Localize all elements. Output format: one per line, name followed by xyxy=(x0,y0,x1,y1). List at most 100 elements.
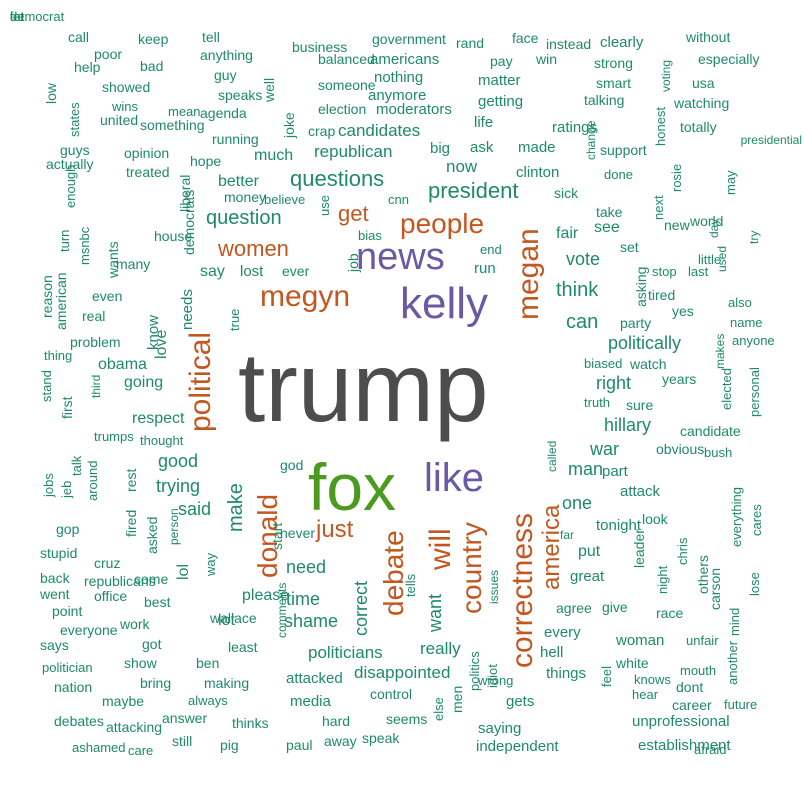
word-questions: questions xyxy=(290,166,385,191)
word-unprofessional: unprofessional xyxy=(632,713,730,730)
word-bias: bias xyxy=(358,228,382,243)
word-can: can xyxy=(566,311,599,333)
word-republican: republican xyxy=(314,142,393,161)
word-will: will xyxy=(424,528,457,570)
word-lot: lot xyxy=(218,612,235,629)
word-bush: bush xyxy=(704,445,733,460)
word-far: far xyxy=(560,528,575,542)
word-honest: honest xyxy=(653,106,668,146)
word-next: next xyxy=(651,195,666,220)
word-enough: enough xyxy=(63,164,78,208)
word-agenda: agenda xyxy=(200,105,247,121)
word-put: put xyxy=(578,543,601,560)
word-usa: usa xyxy=(692,75,715,91)
word-face: face xyxy=(512,30,539,46)
word-attack: attack xyxy=(620,483,661,500)
word-wallace: wallace xyxy=(210,610,257,626)
word-feel: feel xyxy=(599,666,614,687)
word-always: always xyxy=(188,693,228,708)
word-also: also xyxy=(728,295,752,310)
word-get: get xyxy=(338,201,369,226)
word-stand: stand xyxy=(39,370,54,402)
word-talking: talking xyxy=(584,92,625,108)
word-men: men xyxy=(449,685,465,713)
word-personal: personal xyxy=(747,367,762,417)
word-hell: hell xyxy=(540,644,564,661)
word-look: look xyxy=(642,511,668,527)
word-making: making xyxy=(204,675,250,691)
word-country: country xyxy=(456,522,487,614)
word-win: win xyxy=(536,51,558,67)
word-hillary: hillary xyxy=(604,415,652,435)
word-gop: gop xyxy=(56,521,80,537)
word-candidate: candidate xyxy=(680,423,741,439)
word-fox: fox xyxy=(308,450,397,524)
word-call: call xyxy=(68,29,90,45)
word-things: things xyxy=(546,665,587,682)
word-make: make xyxy=(225,483,247,532)
word-control: control xyxy=(370,686,413,702)
word-point: point xyxy=(52,603,83,619)
word-speak: speak xyxy=(362,730,400,746)
word-low: low xyxy=(43,82,59,104)
word-actually: actually xyxy=(46,156,94,172)
word-mean: mean xyxy=(168,104,201,119)
word-afraid: afraid xyxy=(694,742,727,757)
word-white: white xyxy=(616,655,649,671)
word-msnbc: msnbc xyxy=(77,226,92,265)
word-news: news xyxy=(356,236,445,278)
word-cruz: cruz xyxy=(94,555,121,571)
word-many: many xyxy=(116,256,151,272)
word-dont: dont xyxy=(676,679,704,695)
word-day: day xyxy=(707,218,721,238)
word-cnn: cnn xyxy=(388,192,409,207)
word-ever: ever xyxy=(282,263,310,279)
word-may: may xyxy=(723,170,738,195)
word-care: care xyxy=(128,743,154,758)
word-good: good xyxy=(158,451,199,471)
word-real: real xyxy=(82,308,106,324)
word-comments: comments xyxy=(275,582,289,638)
word-respect: respect xyxy=(132,410,185,427)
word-never: never xyxy=(280,525,316,541)
word-knows: knows xyxy=(634,672,671,687)
word-wins: wins xyxy=(112,99,139,114)
word-need: need xyxy=(286,557,327,577)
word-career: career xyxy=(672,697,712,713)
word-run: run xyxy=(474,260,496,277)
word-makes: makes xyxy=(713,333,727,369)
word-way: way xyxy=(203,552,218,576)
word-anything: anything xyxy=(200,47,253,63)
word-work: work xyxy=(120,616,150,632)
word-last: last xyxy=(688,264,709,279)
word-yes: yes xyxy=(672,303,694,319)
word-use: use xyxy=(317,195,332,216)
word-totally: totally xyxy=(680,119,717,135)
word-american: american xyxy=(53,272,69,330)
word-start: start xyxy=(269,522,285,550)
word-fat: fat xyxy=(10,9,25,24)
word-balanced: balanced xyxy=(318,51,375,67)
word-president: president xyxy=(428,178,519,203)
word-obama: obama xyxy=(98,356,147,373)
word-rosie: rosie xyxy=(669,163,684,192)
word-sick: sick xyxy=(554,185,579,201)
word-gets: gets xyxy=(506,693,535,710)
word-sure: sure xyxy=(626,397,654,413)
word-cares: cares xyxy=(749,504,764,536)
word-bring: bring xyxy=(140,675,172,691)
word-needs: needs xyxy=(179,289,196,330)
word-see: see xyxy=(594,219,620,236)
word-candidates: candidates xyxy=(338,121,421,140)
word-biased: biased xyxy=(584,356,623,371)
word-republicans: republicans xyxy=(84,573,156,589)
word-stop: stop xyxy=(652,264,677,279)
word-trump: trump xyxy=(238,332,489,442)
word-set: set xyxy=(620,239,639,255)
word-still: still xyxy=(172,733,193,749)
word-truth: truth xyxy=(584,395,611,410)
word-tell: tell xyxy=(202,29,220,45)
word-something: something xyxy=(140,117,205,133)
word-hear: hear xyxy=(632,687,659,702)
word-world: world xyxy=(690,213,724,229)
